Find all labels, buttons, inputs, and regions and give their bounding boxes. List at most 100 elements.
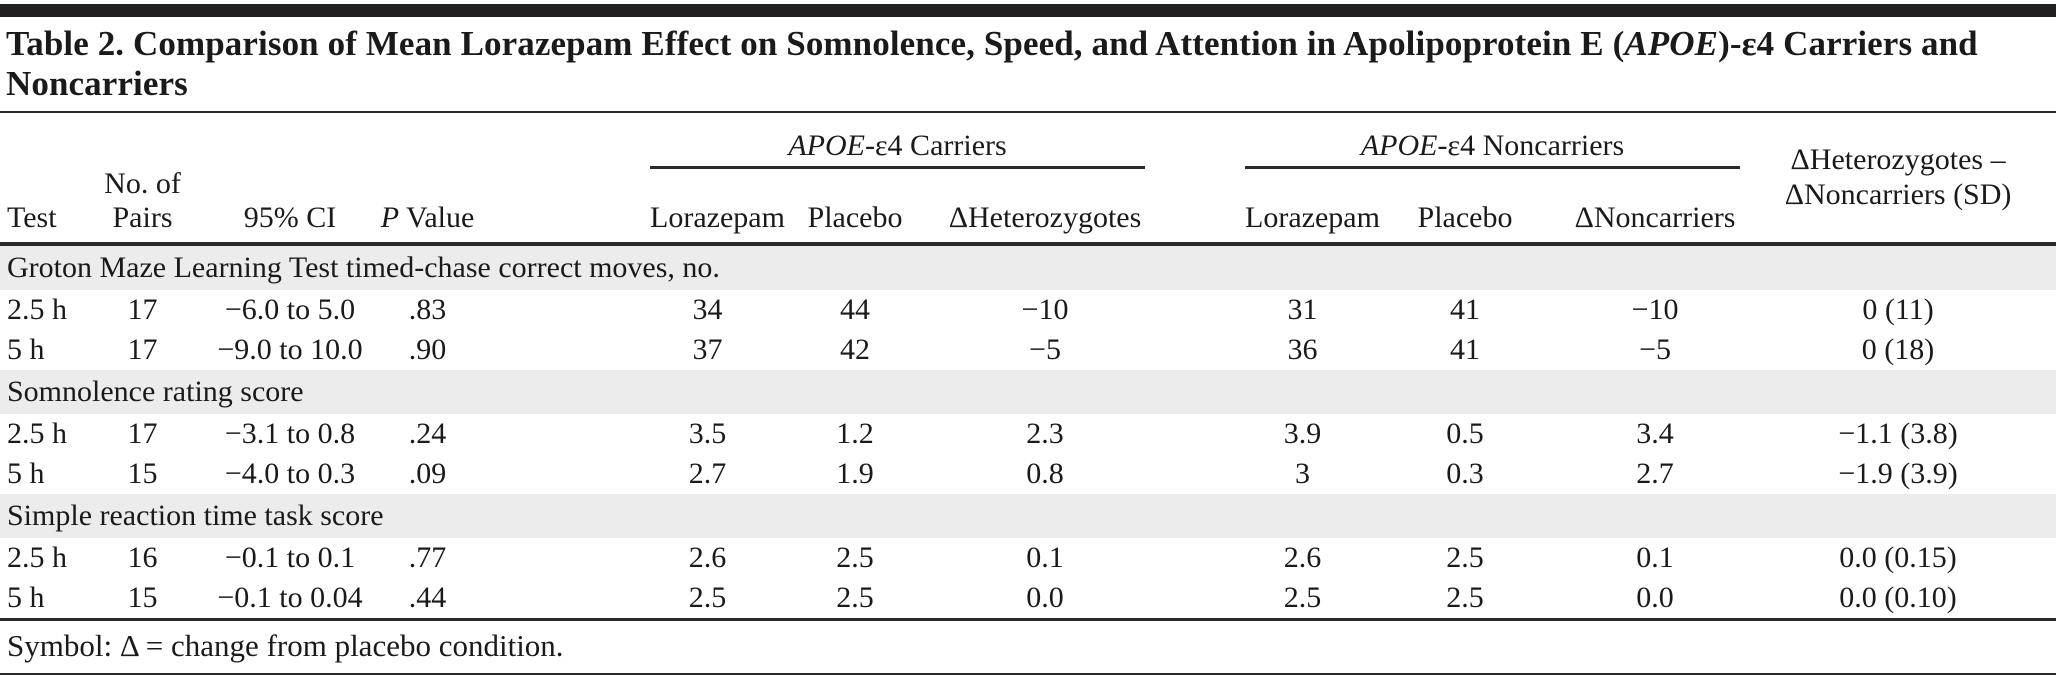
cell-pvalue: .83	[408, 293, 447, 326]
group-header-row: APOE-ε4 Carriers APOE-ε4 Noncarriers ΔHe…	[0, 111, 2056, 246]
title-text-post: )-ε4 Carriers and Noncarriers	[6, 24, 1978, 104]
cell-pairs: 15	[127, 581, 158, 614]
cell-difference-sd: 0 (11)	[1862, 293, 1934, 326]
cell-test: 2.5 h	[7, 541, 67, 574]
cell-ci: −0.1 to 0.1	[224, 541, 356, 574]
cell-noncarriers-placebo: 2.5	[1446, 581, 1484, 614]
col-header-pairs: No. of Pairs	[85, 167, 200, 246]
cell-delta-heterozygotes: 0.0	[1026, 581, 1064, 614]
cell-spacer	[475, 454, 650, 494]
comparison-table: APOE-ε4 Carriers APOE-ε4 Noncarriers ΔHe…	[0, 110, 2056, 621]
cell-delta-heterozygotes: 0.8	[1026, 457, 1064, 490]
col-header-noncarriers-lorazepam: Lorazepam	[1245, 167, 1380, 246]
col-header-carriers-lorazepam: Lorazepam	[650, 167, 785, 246]
cell-test: 5 h	[7, 457, 45, 490]
cell-noncarriers-lorazepam: 3	[1295, 457, 1311, 490]
cell-noncarriers-placebo: 41	[1450, 293, 1481, 326]
carriers-group-label: -ε4 Carriers	[864, 128, 1007, 162]
cell-delta-noncarriers: −10	[1631, 293, 1679, 326]
table-row: 2.5 h 17 −3.1 to 0.8 .24 3.5 1.2 2.3 3.9…	[0, 414, 2056, 454]
difference-header-line1: ΔHeterozygotes –	[1790, 142, 2006, 176]
table-row: 2.5 h 17 −6.0 to 5.0 .83 34 44 −10 31 41…	[0, 290, 2056, 330]
cell-carriers-lorazepam: 2.7	[688, 457, 727, 490]
group-spacer	[1145, 112, 1245, 168]
col-header-delta-heterozygotes: ΔHeterozygotes	[945, 167, 1146, 246]
col-header-carriers-placebo: Placebo	[765, 167, 945, 246]
section-label: Simple reaction time task score	[0, 494, 2056, 538]
cell-difference-sd: 0 (18)	[1861, 333, 1935, 366]
cell-spacer	[475, 578, 650, 620]
table-title: Table 2. Comparison of Mean Lorazepam Ef…	[0, 17, 2056, 111]
cell-carriers-lorazepam: 2.5	[688, 581, 727, 614]
cell-noncarriers-placebo: 0.5	[1446, 417, 1484, 450]
cell-carriers-placebo: 2.5	[836, 541, 874, 574]
cell-delta-heterozygotes: −5	[1029, 333, 1061, 366]
cell-carriers-placebo: 2.5	[836, 581, 874, 614]
section-header-somnolence: Somnolence rating score	[0, 370, 2056, 414]
cell-carriers-lorazepam: 34	[692, 293, 723, 326]
cell-carriers-placebo: 42	[840, 333, 870, 366]
title-text-pre: Table 2. Comparison of Mean Lorazepam Ef…	[6, 24, 1625, 63]
cell-test: 5 h	[7, 581, 45, 614]
cell-carriers-lorazepam: 37	[692, 333, 723, 366]
cell-pairs: 15	[127, 457, 158, 490]
cell-spacer	[1145, 414, 1245, 454]
cell-pvalue: .90	[408, 333, 447, 366]
p-italic: P	[380, 201, 400, 234]
column-header-row: Test No. of Pairs 95% CI P Value Lorazep…	[0, 167, 2056, 246]
cell-carriers-lorazepam: 3.5	[688, 417, 727, 450]
table-row: 2.5 h 16 −0.1 to 0.1 .77 2.6 2.5 0.1 2.6…	[0, 538, 2056, 578]
cell-noncarriers-lorazepam: 3.9	[1283, 417, 1322, 450]
noncarriers-gene-italic: APOE	[1360, 128, 1438, 162]
table-row: 5 h 17 −9.0 to 10.0 .90 37 42 −5 36 41 −…	[0, 330, 2056, 370]
cell-noncarriers-lorazepam: 31	[1287, 293, 1318, 326]
cell-carriers-placebo: 44	[840, 293, 870, 326]
cell-noncarriers-placebo: 0.3	[1446, 457, 1484, 490]
cell-carriers-lorazepam: 2.6	[688, 541, 727, 574]
section-header-gmlt: Groton Maze Learning Test timed-chase co…	[0, 244, 2056, 290]
cell-noncarriers-placebo: 2.5	[1446, 541, 1484, 574]
cell-spacer	[1145, 290, 1245, 330]
cell-pvalue: .44	[408, 581, 447, 614]
cell-delta-noncarriers: 0.1	[1636, 541, 1674, 574]
cell-noncarriers-lorazepam: 2.5	[1283, 581, 1322, 614]
cell-delta-noncarriers: 0.0	[1636, 581, 1674, 614]
cell-difference-sd: 0.0 (0.15)	[1839, 541, 1957, 574]
cell-spacer	[1145, 330, 1245, 370]
cell-ci: −6.0 to 5.0	[224, 293, 356, 326]
carriers-group-header: APOE-ε4 Carriers	[650, 111, 1146, 169]
table-row: 5 h 15 −4.0 to 0.3 .09 2.7 1.9 0.8 3 0.3…	[0, 454, 2056, 494]
carriers-gene-italic: APOE	[788, 128, 865, 162]
cell-pairs: 17	[127, 417, 158, 450]
cell-delta-heterozygotes: 0.1	[1026, 541, 1064, 574]
col-header-pvalue: P Value	[380, 167, 475, 246]
cell-delta-heterozygotes: 2.3	[1026, 417, 1064, 450]
top-rule-bar	[0, 4, 2056, 17]
cell-noncarriers-lorazepam: 2.6	[1283, 541, 1322, 574]
cell-difference-sd: −1.9 (3.9)	[1838, 457, 1958, 490]
cell-carriers-placebo: 1.9	[836, 457, 874, 490]
cell-noncarriers-lorazepam: 36	[1287, 333, 1318, 366]
cell-ci: −9.0 to 10.0	[217, 333, 363, 366]
cell-delta-noncarriers: 2.7	[1636, 457, 1674, 490]
cell-delta-heterozygotes: −10	[1021, 293, 1069, 326]
difference-column-header: ΔHeterozygotes – ΔNoncarriers (SD)	[1740, 111, 2056, 246]
cell-pairs: 16	[127, 541, 158, 574]
cell-spacer	[475, 538, 650, 578]
cell-ci: −4.0 to 0.3	[224, 457, 356, 490]
cell-test: 5 h	[7, 333, 45, 366]
cell-spacer	[475, 290, 650, 330]
col-header-test: Test	[0, 167, 85, 246]
cell-spacer	[475, 414, 650, 454]
cell-pairs: 17	[127, 333, 158, 366]
cell-ci: −3.1 to 0.8	[224, 417, 356, 450]
section-header-reaction-time: Simple reaction time task score	[0, 494, 2056, 538]
noncarriers-group-header: APOE-ε4 Noncarriers	[1245, 111, 1741, 169]
cell-delta-noncarriers: 3.4	[1636, 417, 1674, 450]
table-footnote: Symbol: Δ = change from placebo conditio…	[0, 621, 2056, 675]
section-label: Groton Maze Learning Test timed-chase co…	[0, 244, 2056, 290]
column-spacer	[475, 167, 650, 246]
group-header-empty	[0, 112, 650, 168]
cell-pvalue: .09	[408, 457, 447, 490]
cell-difference-sd: 0.0 (0.10)	[1839, 581, 1957, 614]
